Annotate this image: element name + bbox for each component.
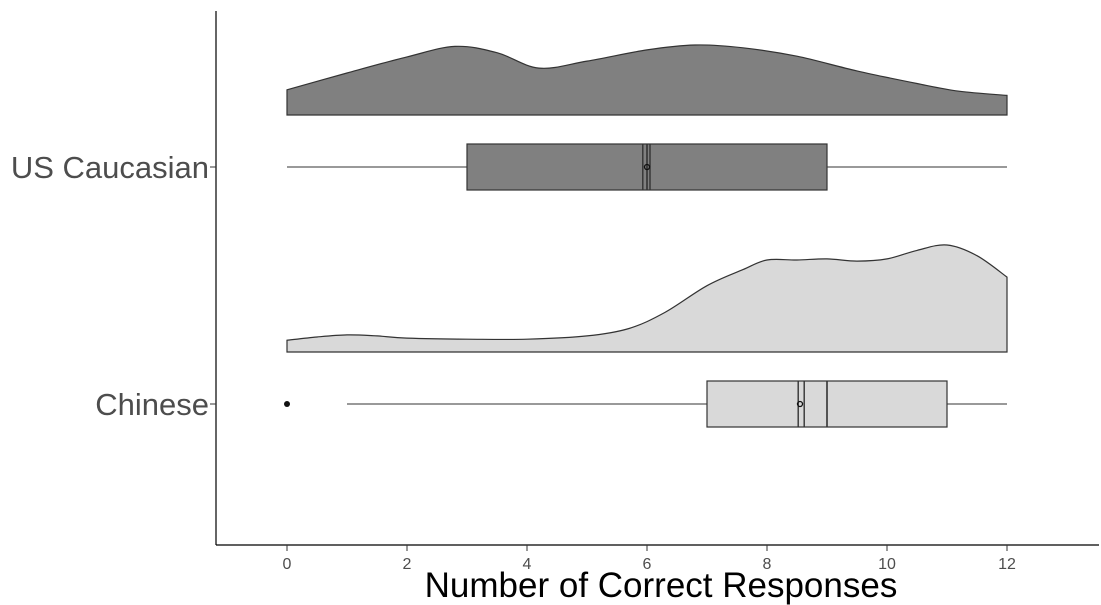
chinese-density (286, 244, 1008, 353)
axes (215, 11, 1099, 546)
chinese-mean-point (796, 400, 804, 408)
chinese-outlier-point (284, 401, 290, 407)
us-caucasian-density (286, 44, 1008, 116)
x-ticks: 0 2 4 6 8 10 12 (283, 545, 1016, 573)
x-axis-title: Number of Correct Responses (425, 566, 898, 605)
category-label-chinese: Chinese (95, 387, 209, 422)
category-label-us-caucasian: US Caucasian (11, 150, 209, 185)
x-tick-label: 2 (403, 556, 412, 573)
x-tick-label: 10 (878, 556, 896, 573)
x-tick-label: 4 (523, 556, 532, 573)
x-tick-label: 12 (998, 556, 1016, 573)
category-labels: US Caucasian Chinese (11, 150, 216, 422)
x-tick-label: 8 (763, 556, 772, 573)
x-tick-label: 6 (643, 556, 652, 573)
plot-area (284, 44, 1008, 428)
us-caucasian-mean-point (643, 163, 651, 171)
x-tick-label: 0 (283, 556, 292, 573)
